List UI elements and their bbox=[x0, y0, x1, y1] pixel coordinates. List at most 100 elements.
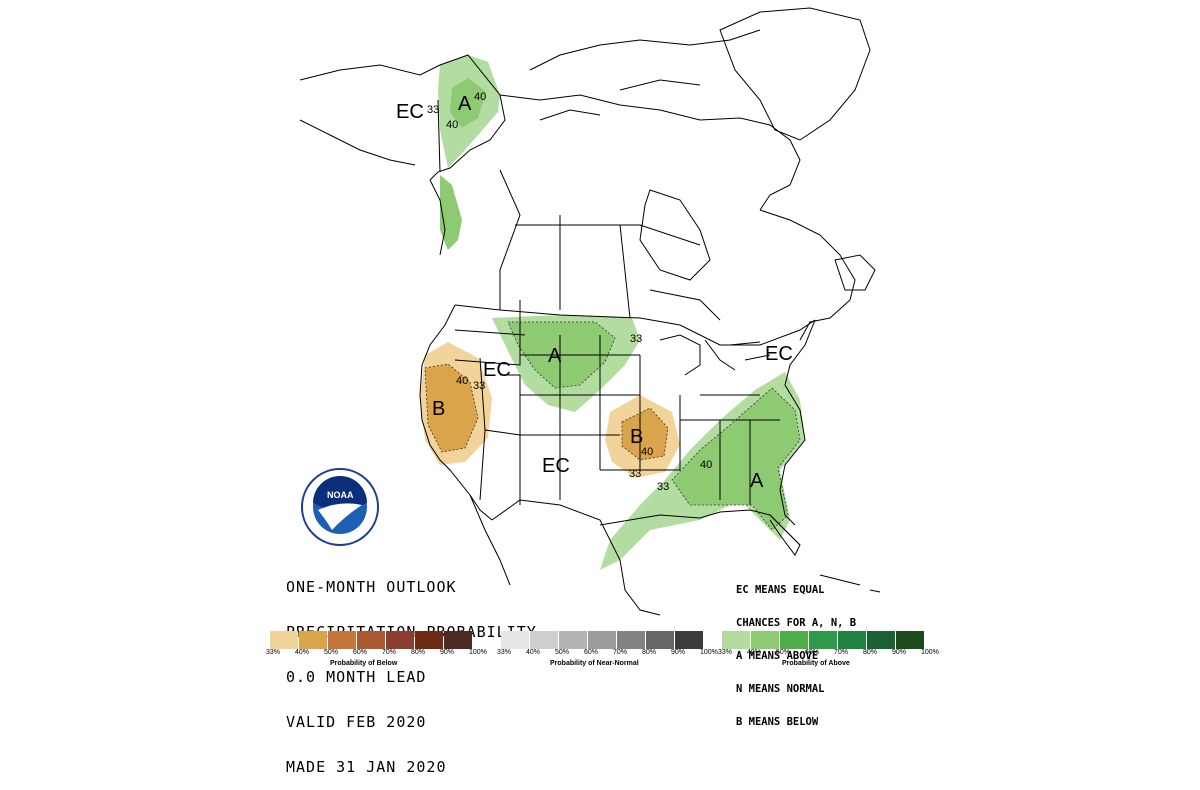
baja-peninsula bbox=[469, 494, 511, 586]
us-state-borders bbox=[454, 300, 780, 505]
above-swatches bbox=[722, 631, 925, 649]
info-line-valid: VALID FEB 2020 bbox=[286, 713, 427, 731]
normal-swatch-0 bbox=[501, 631, 529, 649]
ca-33-label: 33 bbox=[473, 380, 485, 392]
below-swatch-5 bbox=[415, 631, 443, 649]
normal-swatch-5 bbox=[646, 631, 674, 649]
normal-tick-6: 90% bbox=[671, 649, 686, 656]
ozark-40-contour bbox=[621, 407, 669, 461]
normal-tick-5: 80% bbox=[642, 649, 657, 656]
below-swatch-1 bbox=[299, 631, 327, 649]
newfoundland bbox=[834, 254, 876, 291]
normal-ticks: 33% 40% 50% 60% 70% 80% 90% 100% bbox=[497, 649, 718, 659]
normal-tick-0: 33% bbox=[497, 649, 512, 656]
below-swatch-4 bbox=[386, 631, 414, 649]
normal-scale-title: Probability of Near-Normal bbox=[550, 660, 639, 667]
above-swatch-0 bbox=[722, 631, 750, 649]
above-swatch-2 bbox=[780, 631, 808, 649]
key-line-above: A MEANS ABOVE bbox=[736, 650, 819, 662]
below-tick-7: 100% bbox=[469, 649, 487, 656]
above-swatch-5 bbox=[867, 631, 895, 649]
mexico-outline bbox=[491, 499, 661, 616]
above-swatch-3 bbox=[809, 631, 837, 649]
below-swatches bbox=[270, 631, 473, 649]
below-scale-title: Probability of Below bbox=[330, 660, 398, 667]
key-line-chances: CHANCES FOR A, N, B bbox=[736, 617, 857, 629]
ozark-33-label: 33 bbox=[629, 468, 641, 480]
normal-tick-1: 40% bbox=[526, 649, 541, 656]
above-swatch-4 bbox=[838, 631, 866, 649]
below-tick-4: 70% bbox=[382, 649, 397, 656]
great-lakes bbox=[659, 334, 771, 376]
above-tick-4: 70% bbox=[834, 649, 849, 656]
normal-swatch-1 bbox=[530, 631, 558, 649]
map-boundaries bbox=[299, 7, 881, 616]
southeast-above-40-region bbox=[672, 388, 800, 530]
california-below-40-region bbox=[425, 364, 478, 452]
arctic-islands bbox=[529, 29, 761, 121]
plains-33-label: 33 bbox=[630, 333, 642, 345]
alaska-above-40-region bbox=[450, 78, 486, 128]
sw-ec-label: EC bbox=[542, 455, 570, 477]
se-40-label: 40 bbox=[700, 459, 712, 471]
ca-40-label: 40 bbox=[456, 375, 468, 387]
normal-swatch-6 bbox=[675, 631, 703, 649]
plains-a-label: A bbox=[548, 345, 562, 367]
above-ticks: 33% 40% 50% 60% 70% 80% 90% 100% bbox=[718, 649, 939, 659]
info-line-made: MADE 31 JAN 2020 bbox=[286, 758, 447, 776]
above-swatch-1 bbox=[751, 631, 779, 649]
se-33-label: 33 bbox=[657, 481, 669, 493]
below-tick-3: 60% bbox=[353, 649, 368, 656]
alaska-ec-label: EC bbox=[396, 101, 424, 123]
ca-b-label: B bbox=[432, 398, 445, 420]
key-line-below: B MEANS BELOW bbox=[736, 716, 819, 728]
arctic-coast bbox=[499, 94, 801, 211]
above-tick-7: 100% bbox=[921, 649, 939, 656]
key-line-normal: N MEANS NORMAL bbox=[736, 683, 825, 695]
info-line-lead: 0.0 MONTH LEAD bbox=[286, 668, 427, 686]
below-tick-5: 80% bbox=[411, 649, 426, 656]
alaska-outline bbox=[299, 54, 506, 256]
noaa-logo: NOAA bbox=[301, 468, 379, 546]
outlook-info: ONE-MONTH OUTLOOK PRECIPITATION PROBABIL… bbox=[286, 550, 537, 790]
above-tick-3: 60% bbox=[805, 649, 820, 656]
normal-tick-2: 50% bbox=[555, 649, 570, 656]
normal-tick-4: 70% bbox=[613, 649, 628, 656]
ca-40-contour bbox=[424, 363, 479, 453]
labrador-coast bbox=[759, 209, 856, 341]
se-40-contour bbox=[671, 387, 801, 531]
precipitation-outlook-map: EC A 33 40 40 A 33 EC B 40 33 B 40 33 EC… bbox=[299, 7, 881, 616]
key-line-ec: EC MEANS EQUAL bbox=[736, 584, 825, 596]
se-a-label: A bbox=[750, 470, 764, 492]
above-tick-5: 80% bbox=[863, 649, 878, 656]
noaa-logo-text: NOAA bbox=[327, 490, 354, 500]
above-tick-6: 90% bbox=[892, 649, 907, 656]
info-line-title: ONE-MONTH OUTLOOK bbox=[286, 578, 457, 596]
probability-regions bbox=[420, 55, 805, 570]
above-tick-0: 33% bbox=[718, 649, 733, 656]
alaska-40b-label: 40 bbox=[446, 119, 458, 131]
aleutian-chain bbox=[299, 119, 416, 166]
hudson-bay bbox=[639, 189, 711, 281]
east-coast bbox=[779, 319, 816, 526]
below-tick-2: 50% bbox=[324, 649, 339, 656]
above-swatch-6 bbox=[896, 631, 924, 649]
below-swatch-3 bbox=[357, 631, 385, 649]
below-swatch-0 bbox=[270, 631, 298, 649]
normal-swatch-3 bbox=[588, 631, 616, 649]
panhandle-above-region bbox=[440, 175, 462, 250]
normal-swatch-2 bbox=[559, 631, 587, 649]
above-scale-title: Probability of Above bbox=[782, 660, 850, 667]
normal-swatches bbox=[501, 631, 704, 649]
ozark-40-label: 40 bbox=[641, 446, 653, 458]
west-ec-label: EC bbox=[483, 359, 511, 381]
below-swatch-2 bbox=[328, 631, 356, 649]
plains-40-contour bbox=[507, 321, 616, 389]
normal-tick-3: 60% bbox=[584, 649, 599, 656]
ozark-b-label: B bbox=[630, 426, 643, 448]
florida bbox=[769, 514, 801, 556]
above-tick-1: 40% bbox=[747, 649, 762, 656]
west-coast bbox=[419, 304, 493, 521]
above-tick-2: 50% bbox=[776, 649, 791, 656]
below-ticks: 33% 40% 50% 60% 70% 80% 90% 100% bbox=[266, 649, 487, 659]
